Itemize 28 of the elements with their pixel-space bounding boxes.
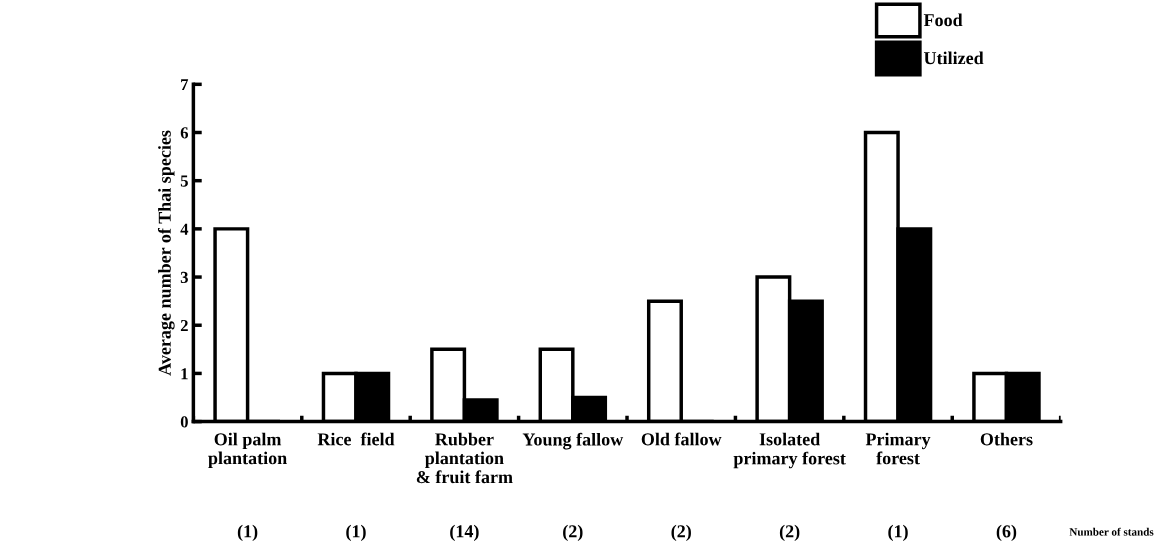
- y-tick-label: 7: [181, 79, 189, 91]
- text: (2): [563, 524, 583, 542]
- text: (1): [237, 524, 258, 542]
- x-tick-label: Old fallow: [641, 432, 722, 446]
- y-tick-label: 0: [180, 416, 188, 428]
- legend-label: Utilized: [923, 51, 984, 65]
- y-tick-label: 2: [180, 319, 188, 332]
- y-tick-label: 4: [180, 223, 189, 235]
- text: Number of stands: [1069, 527, 1154, 536]
- text: (1): [346, 524, 366, 542]
- x-tick-label: Rice field: [317, 432, 395, 446]
- x-tick-label: Rubber plantation & fruit farm: [416, 432, 513, 484]
- y-tick-label: 5: [180, 175, 188, 187]
- text: (1): [888, 524, 908, 542]
- x-tick-label: Young fallow: [522, 432, 624, 450]
- x-tick-label: Primary forest: [865, 432, 931, 465]
- text: (2): [671, 524, 691, 542]
- x-tick-label: Others: [980, 432, 1033, 446]
- text: (14): [450, 524, 479, 542]
- y-tick-label: 3: [180, 271, 188, 283]
- y-tick-label: 1: [181, 368, 188, 380]
- y-tick-label: 6: [180, 127, 189, 139]
- x-tick-label: Oil palm plantation: [208, 432, 287, 468]
- text: (2): [779, 524, 800, 542]
- x-tick-label: Isolated primary forest: [733, 432, 846, 469]
- text: (6): [996, 524, 1017, 542]
- y-axis-title: Average number of Thai species: [157, 130, 175, 376]
- legend-label: Food: [923, 13, 963, 27]
